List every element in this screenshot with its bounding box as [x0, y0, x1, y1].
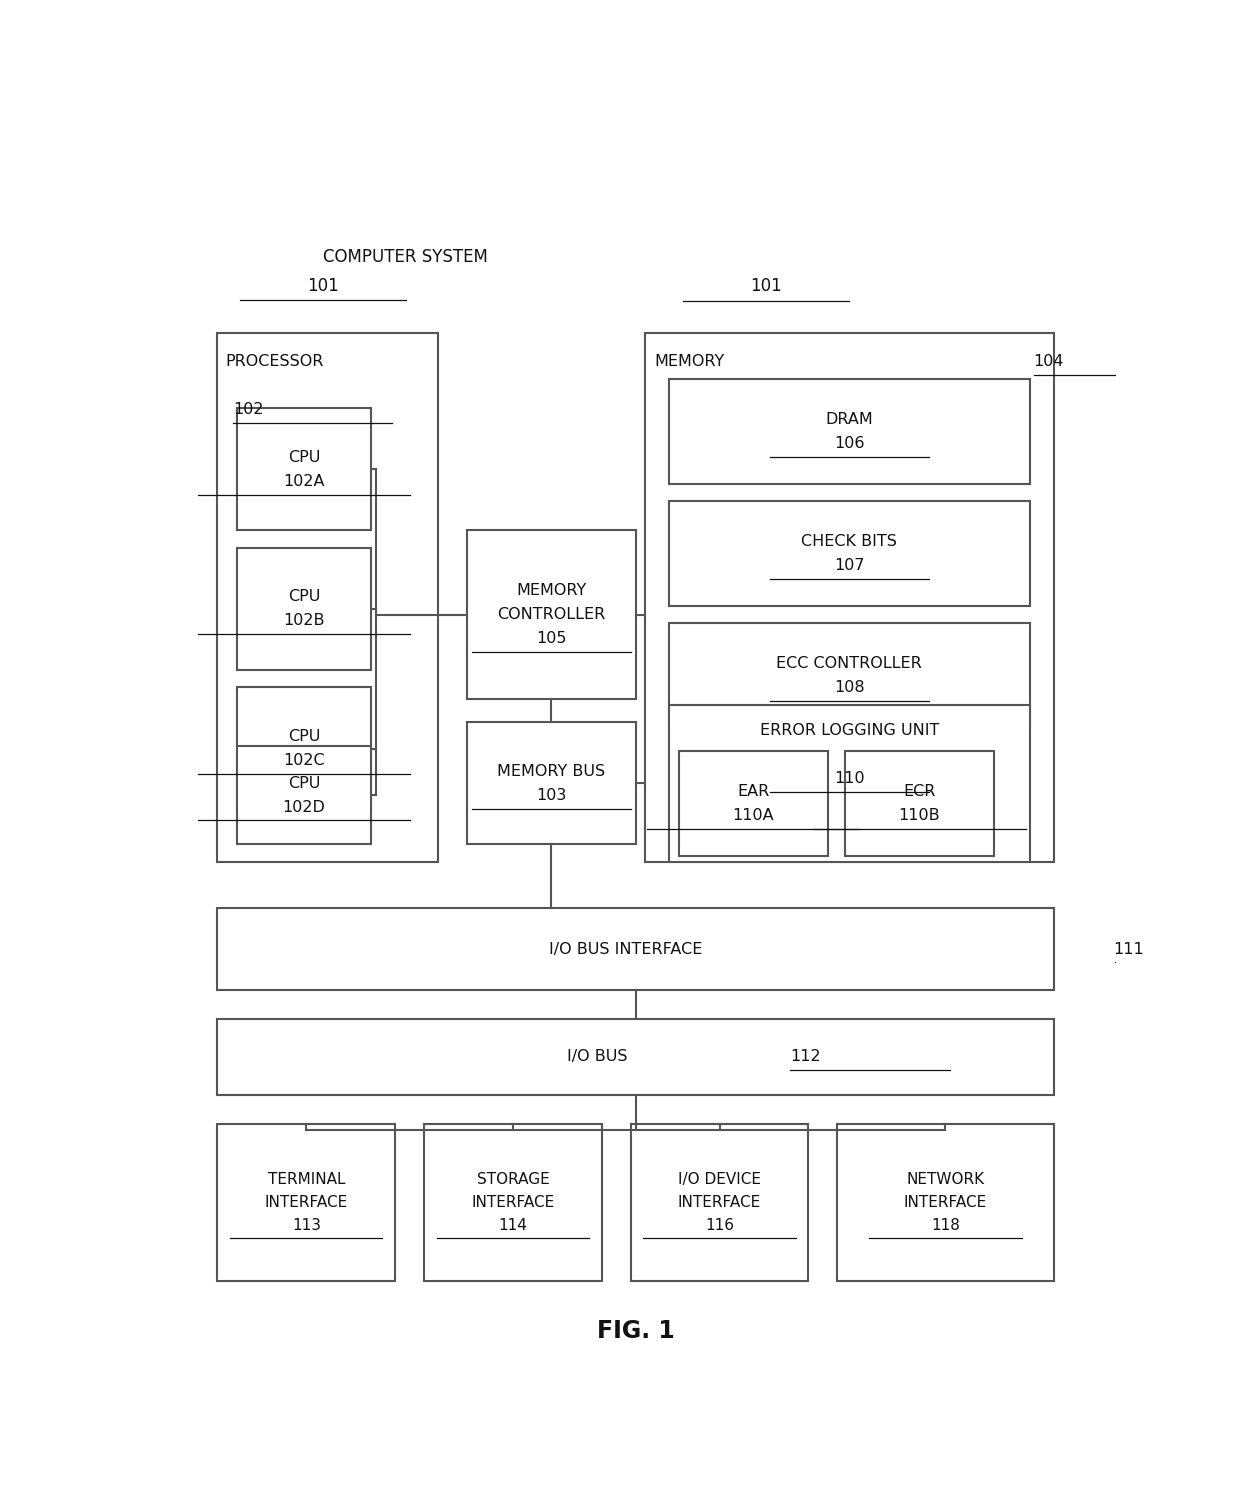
- Text: 102C: 102C: [283, 752, 325, 768]
- Text: 111: 111: [1114, 941, 1143, 956]
- Text: CPU: CPU: [288, 775, 320, 790]
- Text: I/O BUS: I/O BUS: [567, 1049, 627, 1064]
- Text: DRAM: DRAM: [826, 413, 873, 428]
- Bar: [237, 548, 371, 669]
- Text: 116: 116: [706, 1218, 734, 1233]
- Text: CHECK BITS: CHECK BITS: [801, 533, 898, 548]
- Bar: [631, 1124, 808, 1281]
- Bar: [467, 722, 635, 845]
- Text: COMPUTER SYSTEM: COMPUTER SYSTEM: [324, 248, 489, 266]
- Text: INTERFACE: INTERFACE: [904, 1195, 987, 1210]
- Text: 102A: 102A: [283, 474, 325, 490]
- Text: 104: 104: [1034, 354, 1064, 369]
- Text: 112: 112: [790, 1049, 821, 1064]
- Text: ECC CONTROLLER: ECC CONTROLLER: [776, 656, 923, 671]
- Text: 110A: 110A: [733, 808, 774, 823]
- Bar: [217, 908, 1054, 990]
- Text: 118: 118: [931, 1218, 960, 1233]
- Text: NETWORK: NETWORK: [906, 1171, 985, 1186]
- Text: MEMORY: MEMORY: [655, 354, 725, 369]
- Text: 101: 101: [750, 277, 782, 295]
- Text: ECR: ECR: [903, 784, 936, 799]
- Text: EAR: EAR: [737, 784, 769, 799]
- Text: STORAGE: STORAGE: [476, 1171, 549, 1186]
- Text: 107: 107: [835, 558, 864, 573]
- Text: 102D: 102D: [283, 799, 325, 814]
- Text: 101: 101: [308, 277, 339, 295]
- Text: I/O BUS INTERFACE: I/O BUS INTERFACE: [549, 941, 703, 956]
- Text: I/O DEVICE: I/O DEVICE: [678, 1171, 761, 1186]
- Text: 113: 113: [291, 1218, 321, 1233]
- Bar: [645, 332, 1054, 861]
- Bar: [670, 704, 1029, 861]
- Text: FIG. 1: FIG. 1: [596, 1319, 675, 1343]
- Text: CPU: CPU: [288, 728, 320, 743]
- Text: 106: 106: [835, 437, 864, 450]
- Text: 110: 110: [835, 771, 864, 786]
- Bar: [670, 624, 1029, 728]
- Text: TERMINAL: TERMINAL: [268, 1171, 345, 1186]
- Text: MEMORY BUS: MEMORY BUS: [497, 765, 605, 778]
- Text: CPU: CPU: [288, 589, 320, 604]
- Text: ERROR LOGGING UNIT: ERROR LOGGING UNIT: [760, 722, 939, 737]
- Bar: [237, 408, 371, 530]
- Text: INTERFACE: INTERFACE: [678, 1195, 761, 1210]
- Text: MEMORY: MEMORY: [516, 583, 587, 598]
- Text: 108: 108: [835, 680, 864, 695]
- Bar: [670, 379, 1029, 484]
- Bar: [424, 1124, 601, 1281]
- Bar: [217, 1018, 1054, 1094]
- Text: PROCESSOR: PROCESSOR: [226, 354, 324, 369]
- Text: 102B: 102B: [283, 613, 325, 629]
- Bar: [678, 751, 828, 857]
- Text: 110B: 110B: [899, 808, 940, 823]
- Text: 114: 114: [498, 1218, 527, 1233]
- Text: CPU: CPU: [288, 450, 320, 465]
- Bar: [237, 688, 371, 810]
- Text: 102: 102: [233, 402, 263, 417]
- Bar: [217, 1124, 396, 1281]
- Bar: [670, 502, 1029, 606]
- Bar: [844, 751, 994, 857]
- Text: 105: 105: [536, 632, 567, 647]
- Bar: [837, 1124, 1054, 1281]
- Bar: [467, 530, 635, 700]
- Text: INTERFACE: INTERFACE: [471, 1195, 554, 1210]
- Text: CONTROLLER: CONTROLLER: [497, 607, 605, 623]
- Bar: [217, 332, 439, 861]
- Bar: [237, 745, 371, 845]
- Text: INTERFACE: INTERFACE: [264, 1195, 348, 1210]
- Text: 103: 103: [536, 787, 567, 802]
